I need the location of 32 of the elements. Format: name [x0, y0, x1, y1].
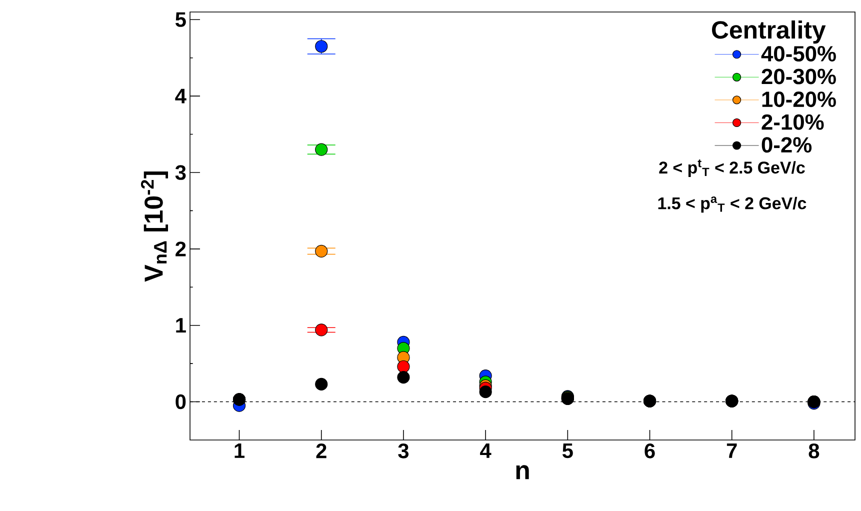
point	[315, 244, 328, 258]
point	[315, 378, 328, 390]
y-tick-label: 5	[175, 12, 186, 27]
legend-label: 20-30%	[762, 68, 836, 84]
point	[315, 143, 328, 156]
x-tick-label: 6	[644, 444, 655, 458]
legend-label: 0-2%	[762, 137, 812, 153]
x-tick-label: 2	[316, 444, 326, 458]
annotation: 2 < p$^{t}$$_{T}$ < 2.5 GeV/c	[659, 159, 805, 177]
annotation: 1.5 < p$^{a}$$_{T}$ < 2 GeV/c	[658, 196, 806, 213]
y-tick-label: 4	[175, 88, 186, 104]
legend-label: 40-50%	[761, 46, 836, 62]
point	[315, 324, 328, 336]
y-tick-label: 3	[175, 165, 186, 180]
y-tick-label: 2	[176, 242, 186, 256]
x-tick-label: 5	[562, 444, 573, 458]
x-tick-label: 7	[726, 444, 737, 458]
x-tick-label: 1	[234, 444, 244, 458]
x-tick-label: 3	[398, 444, 409, 458]
x-tick-label: 4	[480, 444, 492, 458]
y-tick-label: 0	[176, 394, 186, 410]
legend-title: Centrality	[712, 20, 826, 44]
x-tick-label: 8	[808, 444, 820, 458]
point	[315, 40, 328, 53]
point	[479, 386, 492, 398]
point	[397, 360, 410, 373]
legend-label: 2-10%	[762, 114, 824, 130]
point	[397, 371, 410, 384]
legend-label: 10-20%	[762, 92, 836, 108]
y-tick-label: 1	[176, 318, 186, 333]
x-axis-title: n	[516, 465, 529, 480]
y-axis-title: V$_{nΔ}$ [10$^{-2}$]	[140, 172, 168, 282]
